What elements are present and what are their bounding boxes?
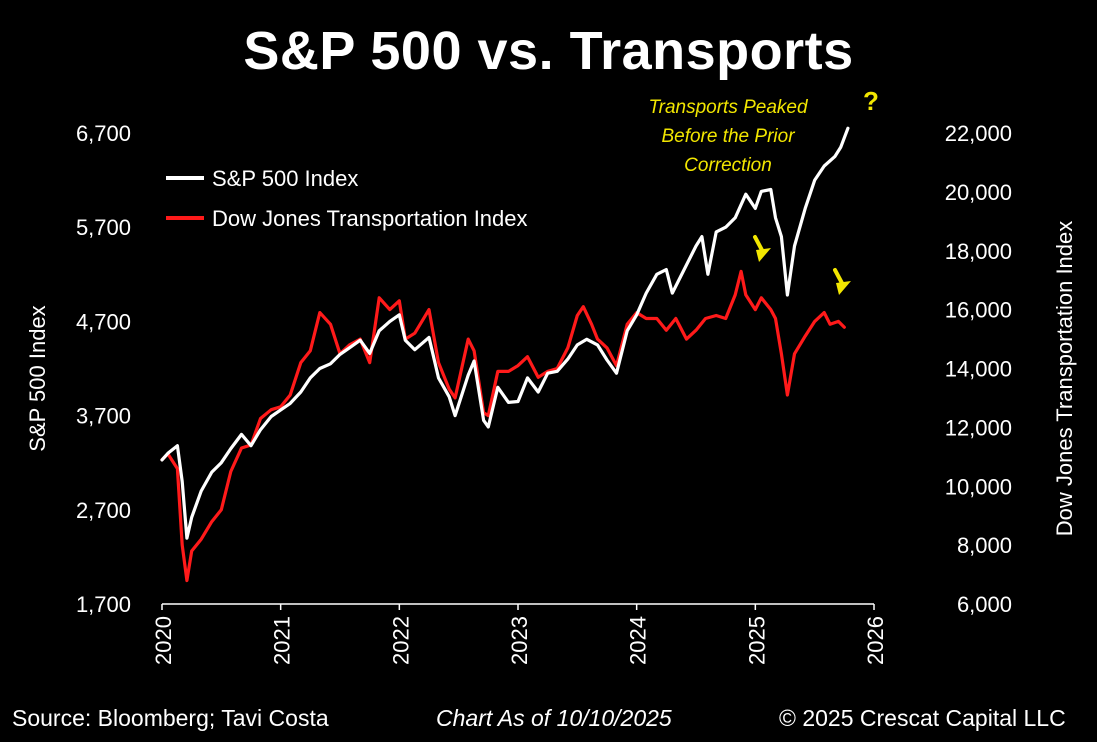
footer-as-of-date: Chart As of 10/10/2025 (436, 705, 672, 731)
x-tick-label: 2020 (151, 616, 176, 665)
footer-source: Source: Bloomberg; Tavi Costa (12, 705, 329, 731)
sp500-series-line (160, 126, 850, 540)
y-right-tick-label: 8,000 (957, 533, 1012, 558)
x-tick-label: 2022 (388, 616, 413, 665)
y-left-tick-label: 6,700 (76, 121, 131, 146)
y-left-tick-label: 2,700 (76, 498, 131, 523)
y-right-tick-label: 12,000 (945, 415, 1012, 440)
y-left-tick-label: 1,700 (76, 592, 131, 617)
x-tick-label: 2025 (744, 616, 769, 665)
x-tick-label: 2021 (270, 616, 295, 665)
y-left-tick-label: 3,700 (76, 404, 131, 429)
legend-label: S&P 500 Index (212, 166, 358, 191)
y-right-tick-label: 6,000 (957, 592, 1012, 617)
x-tick-label: 2026 (863, 616, 888, 665)
annotation-text-line: Correction (684, 155, 772, 176)
y-right-tick-label: 20,000 (945, 180, 1012, 205)
arrow-down-right-icon-head (836, 281, 851, 295)
chart-title: S&P 500 vs. Transports (243, 21, 854, 81)
annotation-text-line: Before the Prior (661, 126, 795, 147)
y-right-tick-label: 22,000 (945, 121, 1012, 146)
footer-copyright: © 2025 Crescat Capital LLC (779, 705, 1066, 731)
chart-series (160, 126, 850, 583)
x-tick-label: 2024 (626, 616, 651, 665)
y-right-tick-label: 14,000 (945, 357, 1012, 382)
chart-axes: 2020 2021 2022 2023 2024 2025 2026 1,700 2,700 3,… (25, 121, 1077, 665)
chart-legend: S&P 500 Index Dow Jones Transportation In… (166, 166, 528, 231)
y-right-tick-label: 10,000 (945, 474, 1012, 499)
annotation-text-line: Transports Peaked (648, 97, 809, 118)
x-tick-label: 2023 (507, 616, 532, 665)
transports-series-line (160, 269, 846, 583)
y-right-tick-label: 18,000 (945, 239, 1012, 264)
y-right-axis-label: Dow Jones Transportation Index (1052, 221, 1077, 537)
chart-annotations: Transports Peaked Before the Prior Correct… (648, 86, 879, 295)
y-left-tick-label: 5,700 (76, 215, 131, 240)
y-left-tick-label: 4,700 (76, 309, 131, 334)
legend-label: Dow Jones Transportation Index (212, 206, 528, 231)
arrow-down-right-icon-head (756, 248, 771, 262)
annotation-question-mark: ? (863, 86, 879, 116)
y-left-axis-label: S&P 500 Index (25, 305, 50, 451)
y-right-tick-label: 16,000 (945, 298, 1012, 323)
